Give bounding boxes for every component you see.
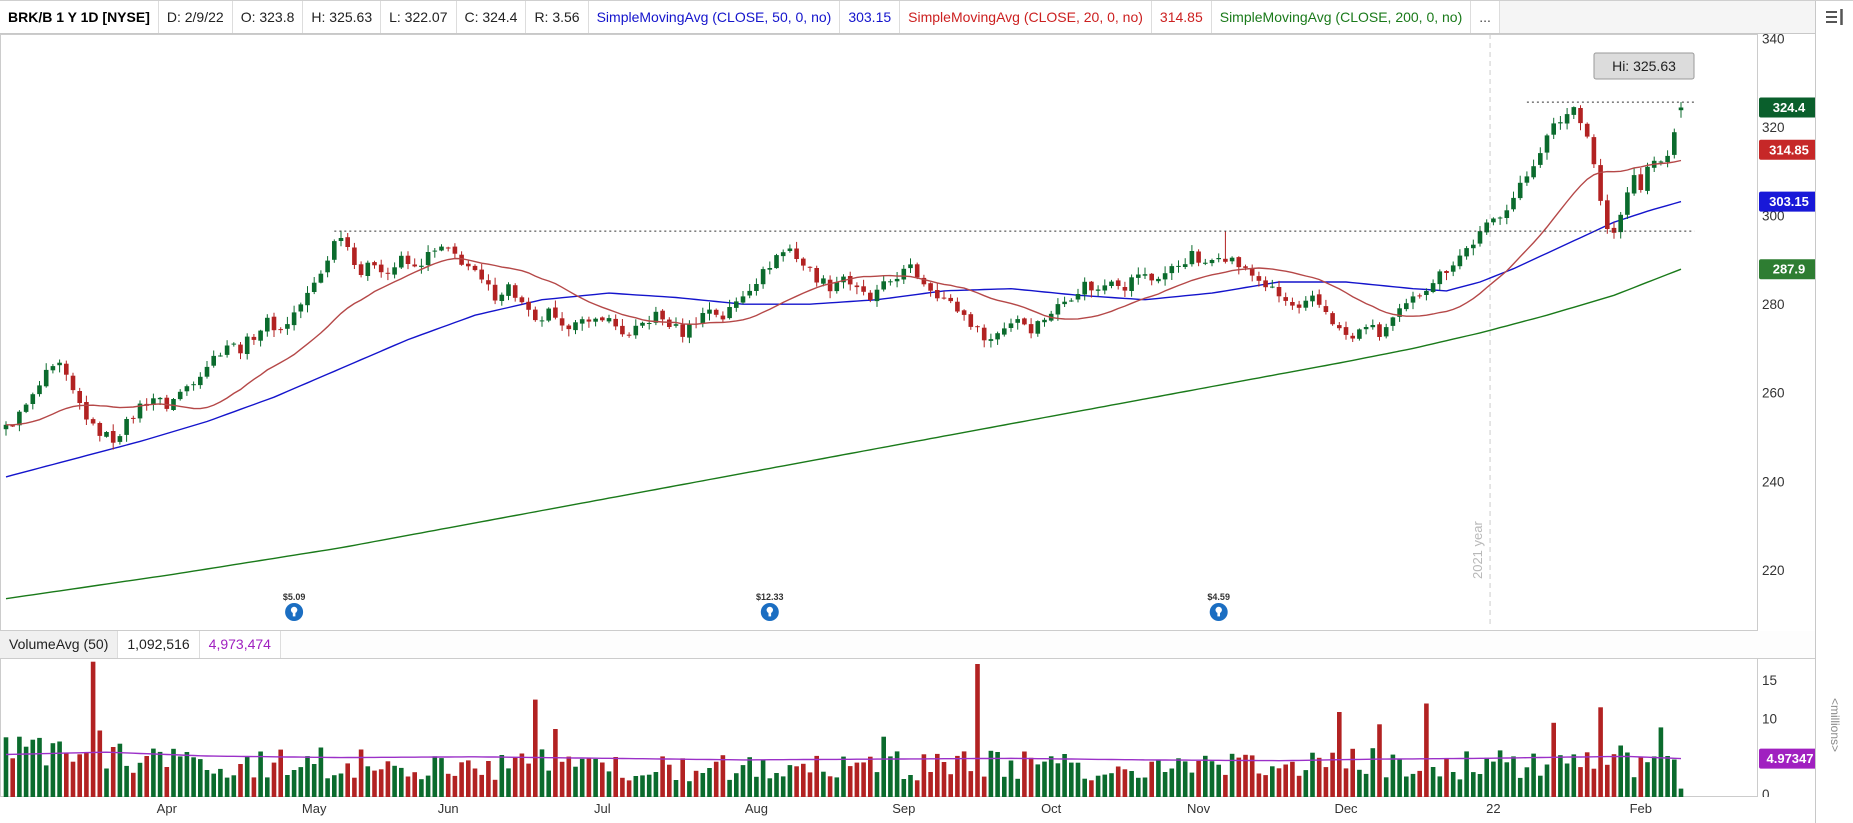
event-marker[interactable]: $5.09 [283, 592, 306, 621]
toolbar-cell-sma50-value[interactable]: 303.15 [840, 1, 901, 33]
time-axis-label: Dec [1334, 801, 1358, 817]
volume-average-badge: 4.97347 [1759, 748, 1815, 769]
high-annotation-text: Hi: 325.63 [1612, 58, 1676, 74]
event-marker-label: $4.59 [1207, 592, 1230, 602]
price-tick-label: 220 [1762, 563, 1785, 578]
volume-bars [3, 661, 1684, 798]
volume-header-volume-current-value[interactable]: 1,092,516 [118, 630, 200, 659]
volume-tick-label: 10 [1762, 712, 1777, 727]
time-axis-label: Oct [1041, 801, 1062, 817]
event-marker-label: $5.09 [283, 592, 306, 602]
volume-average-line [5, 751, 1682, 762]
svg-text:303.15: 303.15 [1769, 194, 1809, 209]
toolbar-cell-high-readout[interactable]: H: 325.63 [303, 1, 382, 33]
volume-header: VolumeAvg (50) 1,092,516 4,973,474 [0, 630, 1815, 660]
time-axis[interactable]: Apr May Jun Jul Aug Sep Oct Nov Dec 22 Feb [0, 797, 1815, 823]
high-annotation: Hi: 325.63 [1593, 52, 1695, 80]
price-tick-label: 320 [1762, 120, 1785, 135]
sma200-line [5, 268, 1682, 600]
last-price-badge: 324.4 [1759, 97, 1815, 118]
candlesticks [3, 101, 1684, 450]
svg-text:4.97347: 4.97347 [1767, 751, 1814, 766]
time-axis-label: Sep [892, 801, 916, 817]
year-divider-label: 2021 year [1470, 520, 1485, 578]
toolbar-cell-range-readout[interactable]: R: 3.56 [526, 1, 589, 33]
time-axis-label: May [301, 801, 327, 817]
price-tick-label: 340 [1762, 34, 1785, 46]
time-axis-label: Nov [1187, 801, 1211, 817]
volume-tick-label: 0 [1762, 787, 1770, 797]
sma50-badge: 303.15 [1759, 191, 1815, 212]
event-marker[interactable]: $4.59 [1207, 592, 1230, 621]
volume-header-volumeavg-study[interactable]: VolumeAvg (50) [0, 630, 119, 659]
toolbar-cell-open-readout[interactable]: O: 323.8 [232, 1, 304, 33]
toolbar-cell-sma20-value[interactable]: 314.85 [1151, 1, 1212, 33]
time-axis-label: Aug [744, 801, 768, 817]
toolbar-filler [1499, 1, 1815, 33]
right-sidebar: <millions> [1815, 1, 1853, 823]
price-tick-label: 280 [1762, 297, 1785, 312]
volume-tick-label: 15 [1762, 673, 1777, 688]
chart-toolbar: BRK/B 1 Y 1D [NYSE] D: 2/9/22 O: 323.8 H: 3… [0, 1, 1815, 34]
toolbar-cell-close-readout[interactable]: C: 324.4 [456, 1, 527, 33]
sma20-badge: 314.85 [1759, 139, 1815, 160]
toolbar-cell-sma20-study[interactable]: SimpleMovingAvg (CLOSE, 20, 0, no) [900, 1, 1152, 33]
toolbar-cell-more-studies[interactable]: ... [1471, 1, 1500, 33]
event-marker[interactable]: $12.33 [756, 592, 784, 621]
time-axis-label: Jun [437, 801, 459, 817]
price-tick-label: 260 [1762, 385, 1785, 400]
chart-panel: BRK/B 1 Y 1D [NYSE] D: 2/9/22 O: 323.8 H: 3… [0, 1, 1815, 823]
event-marker-label: $12.33 [756, 592, 784, 602]
price-chart-area[interactable]: 2021 year $5.09 $12.33 $4.59 340 320 300 280 260… [0, 33, 1815, 631]
sma200-badge: 287.9 [1759, 258, 1815, 279]
toolbar-cell-low-readout[interactable]: L: 322.07 [381, 1, 457, 33]
toolbar-cell-date-readout[interactable]: D: 2/9/22 [158, 1, 233, 33]
svg-text:287.9: 287.9 [1773, 261, 1806, 276]
toolbar-cell-symbol-timeframe[interactable]: BRK/B 1 Y 1D [NYSE] [0, 1, 159, 33]
time-axis-label: 22 [1486, 801, 1501, 817]
svg-text:314.85: 314.85 [1769, 142, 1809, 157]
volume-header-filler [280, 630, 1815, 659]
volume-unit-label: <millions> [1828, 697, 1842, 753]
price-chart-svg[interactable]: 2021 year $5.09 $12.33 $4.59 340 320 300 280 260… [0, 33, 1815, 631]
time-axis-label: Feb [1629, 801, 1652, 817]
price-tick-label: 300 [1762, 208, 1785, 223]
price-plot-border [0, 33, 1758, 631]
volume-chart-area[interactable]: 15 10 0 4.97347 [0, 659, 1815, 798]
toolbar-cell-sma50-study[interactable]: SimpleMovingAvg (CLOSE, 50, 0, no) [588, 1, 841, 33]
sidebar-toggle-icon[interactable] [1823, 6, 1847, 30]
time-axis-label: Jul [593, 801, 611, 817]
sma20-line [6, 159, 1682, 426]
time-axis-label: Apr [156, 801, 177, 817]
svg-text:324.4: 324.4 [1773, 100, 1806, 115]
sma50-line [5, 200, 1682, 478]
volume-header-volume-average-value[interactable]: 4,973,474 [199, 630, 281, 659]
toolbar-cell-sma200-study[interactable]: SimpleMovingAvg (CLOSE, 200, 0, no) [1211, 1, 1472, 33]
price-tick-label: 240 [1762, 474, 1785, 489]
volume-chart-svg[interactable]: 15 10 0 4.97347 [0, 659, 1815, 798]
